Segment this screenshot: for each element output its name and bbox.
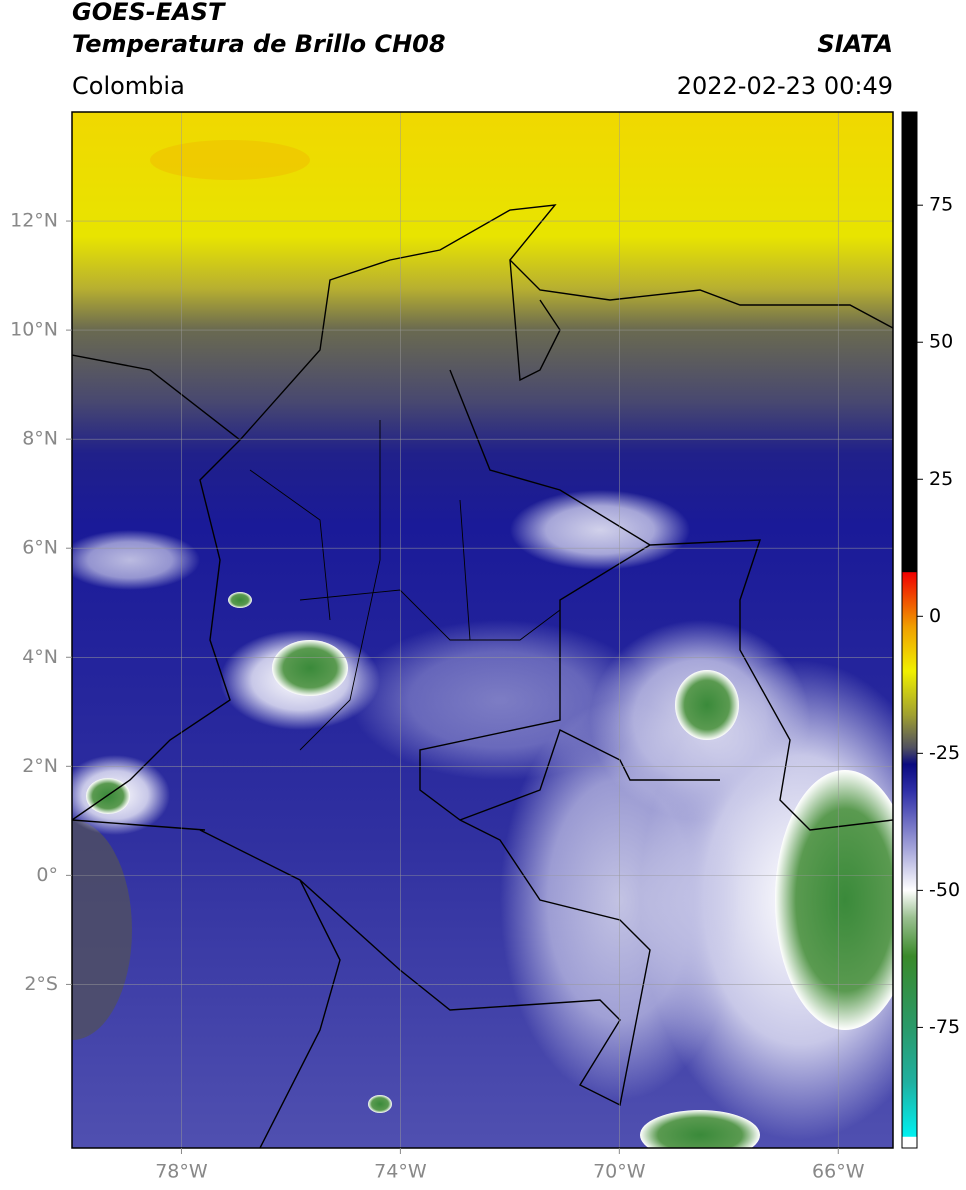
x-tick-label: 74°W [374, 1161, 427, 1183]
colorbar-tick-label: -25 [929, 742, 960, 764]
subtitle: Temperatura de Brillo CH08 [72, 30, 446, 58]
colorbar-tick-label: -50 [929, 879, 960, 901]
x-tick-label: 70°W [593, 1161, 646, 1183]
map-frame [71, 111, 894, 1149]
title: GOES-EAST [72, 0, 226, 26]
region: Colombia [72, 72, 185, 100]
y-tick-label: 12°N [10, 210, 58, 232]
x-tick-label: 78°W [155, 1161, 208, 1183]
timestamp: 2022-02-23 00:49 [677, 72, 893, 100]
y-tick-label: 6°N [22, 537, 58, 559]
y-tick-label: 2°S [24, 973, 58, 995]
y-tick-label: 4°N [22, 646, 58, 668]
y-tick-label: 0° [36, 864, 58, 886]
x-tick-label: 66°W [812, 1161, 865, 1183]
map-image [72, 112, 893, 1148]
colorbar-tick-label: 50 [929, 331, 953, 353]
y-tick-label: 8°N [22, 428, 58, 450]
source: SIATA [817, 30, 893, 58]
colorbar-tick-label: -75 [929, 1016, 960, 1038]
y-tick-label: 10°N [10, 319, 58, 341]
y-tick-label: 2°N [22, 755, 58, 777]
colorbar [901, 111, 918, 1149]
colorbar-tick-label: 75 [929, 194, 953, 216]
colorbar-tick-label: 25 [929, 468, 953, 490]
colorbar-tick-label: 0 [929, 605, 941, 627]
grid [72, 112, 893, 1148]
